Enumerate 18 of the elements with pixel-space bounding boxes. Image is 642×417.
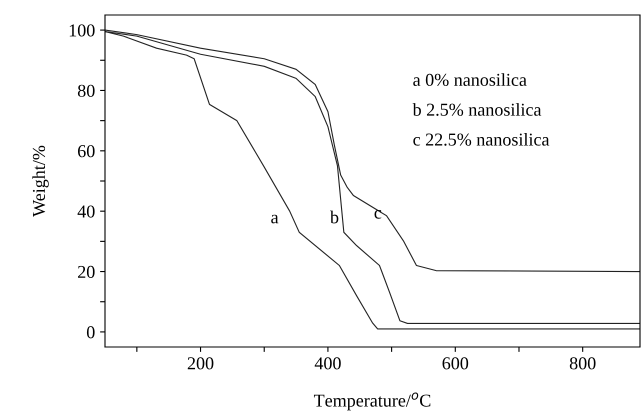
annotation: c 22.5% nanosilica (413, 132, 550, 146)
x-tick-label: 400 (314, 357, 341, 370)
y-tick-label: 80 (78, 84, 95, 97)
y-tick-label: 20 (78, 266, 95, 278)
x-tick-label: 600 (442, 357, 468, 370)
x-tick-label: 200 (188, 357, 214, 370)
annotation: a (271, 214, 278, 224)
annotation: c (374, 210, 382, 219)
y-axis-title: Weight/% (32, 146, 49, 217)
annotation: b 2.5% nanosilica (412, 103, 542, 116)
annotation: a 0% nanosilica (413, 73, 527, 86)
x-tick-label: 800 (570, 357, 596, 370)
y-tick-label: 0 (86, 326, 95, 338)
annotation: b (330, 210, 338, 224)
y-tick-label: 60 (78, 145, 95, 158)
x-axis-title: Temperature/$^{o}$C (314, 392, 430, 410)
y-tick-label: 40 (78, 205, 95, 218)
y-tick-label: 100 (70, 24, 95, 37)
